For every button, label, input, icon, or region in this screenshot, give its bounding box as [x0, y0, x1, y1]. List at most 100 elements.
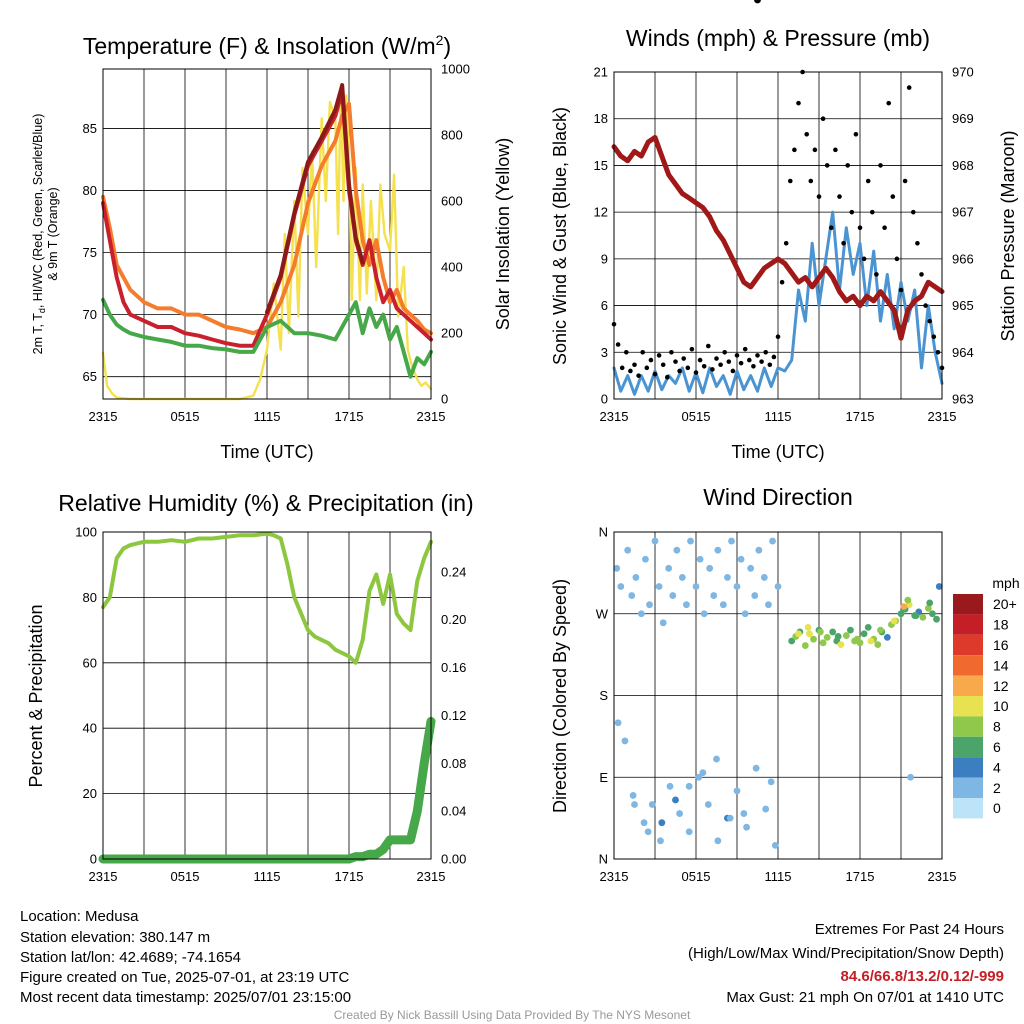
- gust-point: [628, 368, 633, 374]
- colorbar-swatches: 20+ 18 16 14 12 10 8 6 4 2 0: [953, 594, 1017, 819]
- wind-direction-point: [747, 564, 755, 572]
- colorbar-swatch: [953, 634, 983, 656]
- wind-direction-point: [847, 626, 854, 634]
- gust-point: [788, 178, 793, 184]
- gust-point: [632, 362, 637, 368]
- wind-direction-point: [743, 823, 750, 831]
- gust-point: [783, 240, 789, 246]
- wind-direction-point: [804, 623, 812, 631]
- wind-direction-plot-frame: [613, 531, 943, 860]
- wind-direction-point: [837, 641, 845, 649]
- wind-direction-point: [683, 601, 690, 609]
- wind-direction-point: [823, 633, 831, 641]
- winds-y-label: Sonic Wind & Gust (Blue, Black): [550, 107, 570, 365]
- humidity-x-tick-label: 1115: [254, 869, 281, 884]
- gust-point: [714, 356, 719, 361]
- gust-point: [759, 359, 764, 364]
- winds-series: [611, 69, 945, 396]
- temperature-9m-line: [101, 101, 433, 336]
- gust-point: [935, 349, 941, 355]
- gust-point: [718, 362, 723, 368]
- gust-point: [853, 131, 859, 137]
- colorbar-swatch: [953, 614, 983, 635]
- wind-direction-point: [678, 574, 686, 581]
- wind-direction-point: [628, 592, 636, 599]
- gust-point: [878, 163, 883, 168]
- wind-direction-point: [788, 637, 796, 645]
- relative-humidity-line: [101, 531, 433, 665]
- temperature-x-tick-label: 2315: [417, 409, 446, 424]
- wind-direction-point: [926, 599, 934, 607]
- humidity-x-ticks: 2315 0515 1115 1715 2315: [89, 869, 446, 884]
- wind-direction-point: [666, 782, 674, 790]
- winds-y-tick-label: 6: [601, 298, 608, 313]
- gust-point: [792, 147, 797, 153]
- gust-point: [775, 334, 781, 340]
- gust-point: [751, 364, 756, 369]
- wind-direction-point: [640, 819, 648, 827]
- winds-y-tick-label: 18: [594, 111, 608, 126]
- temperature-panel: Temperature (F) & Insolation (W/m2) 2315…: [31, 32, 513, 462]
- wind-direction-point: [695, 773, 703, 781]
- temperature-x-tick-label: 2315: [89, 409, 118, 424]
- gust-point: [829, 225, 834, 231]
- wind-direction-y-tick-label: W: [596, 606, 609, 621]
- temperature-x-ticks: 2315 0515 1115 1715 2315: [89, 409, 446, 424]
- wind-direction-y-tick-label: N: [599, 525, 608, 540]
- gust-point: [665, 374, 670, 380]
- extremes-title: Extremes For Past 24 Hours: [815, 921, 1004, 938]
- wind-direction-point: [648, 801, 656, 808]
- gust-point: [865, 178, 871, 184]
- gust-point: [902, 178, 908, 184]
- wind-direction-point: [685, 828, 693, 836]
- winds-y-tick-label: 0: [601, 392, 608, 407]
- humidity-grid: [103, 532, 431, 859]
- humidity-y2-tick-label: 0.20: [441, 612, 466, 627]
- temperature-y-tick-label: 85: [83, 121, 97, 136]
- gust-point: [722, 349, 727, 355]
- footer-elevation: Station elevation: 380.147 m: [20, 929, 210, 946]
- wind-direction-panel: Wind Direction 2315 0515 1115 1715 2315 NESW…: [550, 0, 1020, 884]
- humidity-y2-tick-label: 0.16: [441, 660, 466, 675]
- gust-point: [771, 354, 777, 360]
- wind-direction-point: [810, 635, 817, 643]
- wind-direction-point: [669, 592, 677, 599]
- footer: Location: Medusa Station elevation: 380.…: [20, 908, 1004, 1022]
- humidity-y-label: Percent & Precipitation: [26, 604, 46, 787]
- gust-point: [808, 178, 814, 184]
- wind-direction-point: [714, 837, 722, 845]
- gust-point: [689, 346, 695, 352]
- gust-point: [911, 209, 916, 215]
- winds-y-tick-label: 9: [601, 251, 608, 266]
- wind-direction-point: [665, 564, 673, 572]
- winds-y2-tick-label: 963: [952, 392, 974, 407]
- wind-direction-y-tick-label: E: [599, 770, 608, 785]
- wind-direction-point: [860, 630, 868, 638]
- humidity-y2-tick-label: 0.24: [441, 564, 466, 579]
- colorbar-swatch: [953, 716, 983, 737]
- wind-direction-point: [724, 574, 731, 581]
- temperature-y-label-line1: 2m T, Td, HI/WC (Red, Green, Scarlet/Blu…: [31, 114, 47, 355]
- wind-direction-point: [874, 641, 882, 649]
- gust-point: [890, 194, 896, 199]
- wind-direction-point: [864, 623, 872, 631]
- colorbar-label: 10: [993, 698, 1009, 714]
- wind-direction-point: [806, 630, 813, 638]
- wind-direction-point: [769, 537, 776, 545]
- gust-point: [915, 240, 920, 246]
- wind-direction-point: [614, 719, 622, 727]
- gust-point: [886, 100, 891, 106]
- humidity-y2-ticks: 0.00 0.04 0.08 0.12 0.16 0.20 0.24: [441, 564, 466, 866]
- temperature-y-tick-label: 80: [83, 183, 97, 198]
- temperature-y-ticks: 65 70 75 80 85: [83, 121, 97, 384]
- temperature-y2-tick-label: 200: [441, 326, 463, 341]
- wind-direction-point: [912, 612, 920, 619]
- gust-point: [734, 353, 740, 358]
- colorbar-title: mph: [992, 575, 1019, 591]
- wind-direction-point: [816, 628, 824, 636]
- wind-direction-y-tick-label: N: [599, 852, 608, 867]
- humidity-y2-tick-label: 0.12: [441, 708, 466, 723]
- winds-plot-frame: [613, 71, 943, 400]
- temperature-x-tick-label: 0515: [171, 409, 200, 424]
